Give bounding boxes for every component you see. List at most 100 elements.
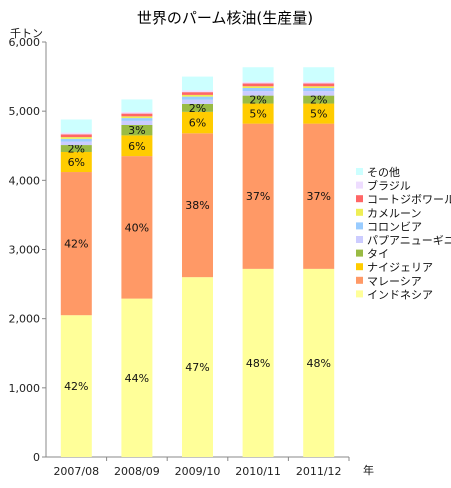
data-label: 2% [249, 94, 266, 107]
bar-segment [60, 145, 92, 152]
bar-segment [121, 113, 153, 117]
data-label: 2% [68, 143, 85, 156]
legend-swatch [356, 181, 363, 189]
y-tick-label: 5,000 [9, 105, 41, 118]
bar-segment [182, 277, 213, 457]
bar-segment [303, 123, 335, 269]
y-tick-label: 0 [33, 451, 40, 464]
x-tick-label: 2007/08 [53, 465, 99, 478]
bar-segment [242, 103, 274, 124]
legend-label: カメルーン [367, 207, 421, 220]
legend-label: パプアニューギニア [367, 234, 451, 247]
bar-segment [303, 83, 335, 87]
bar-segment [303, 81, 335, 84]
bar-segment [60, 132, 92, 135]
bar-segment [182, 94, 213, 97]
bar-segment [121, 120, 153, 125]
legend-swatch [356, 249, 363, 257]
legend-swatch [356, 195, 363, 203]
data-label: 38% [185, 199, 209, 212]
data-label: 6% [68, 156, 85, 169]
bar-segment [303, 87, 335, 92]
bar-segment [121, 135, 153, 157]
legend-swatch [356, 168, 363, 175]
bar-segment [182, 103, 213, 112]
legend-swatch [356, 276, 363, 284]
bar-segment [121, 156, 153, 299]
bar-segment [303, 268, 335, 457]
data-label: 3% [128, 124, 145, 137]
bar-segment [60, 141, 92, 146]
x-tick-label: 2010/11 [235, 465, 281, 478]
bar-segment [121, 111, 153, 114]
y-axis-unit-label: 千トン [10, 27, 43, 40]
data-label: 37% [246, 190, 270, 203]
data-label: 40% [125, 221, 149, 234]
bar-segment [121, 298, 153, 457]
bar-segment [242, 91, 274, 96]
legend-swatch [356, 236, 363, 243]
bar-segment [303, 95, 335, 104]
legend-label: マレーシア [367, 275, 422, 288]
y-tick-label: 6,000 [9, 36, 41, 49]
bar-segment [303, 67, 335, 82]
bar-segment [182, 92, 213, 95]
bar-segment [121, 125, 153, 136]
bar-segment [182, 90, 213, 93]
bar-segment [242, 95, 274, 104]
bar-segment [60, 137, 92, 139]
legend-label: インドネシア [367, 288, 433, 301]
legend-swatch [356, 208, 363, 216]
data-label: 5% [310, 108, 327, 121]
bar-segment [242, 83, 274, 87]
x-tick-label: 2009/10 [175, 465, 221, 478]
data-label: 48% [306, 357, 330, 370]
bar-segment [242, 123, 274, 269]
bar-segment [60, 134, 92, 138]
legend-label: タイ [367, 248, 389, 261]
y-tick-label: 3,000 [9, 244, 41, 257]
legend: その他ブラジルコートジボワールカメルーンコロンビアパプアニューギニアタイナイジェ… [356, 166, 451, 301]
x-axis-unit-label: 年 [363, 463, 374, 477]
data-label: 44% [125, 372, 149, 385]
legend-swatch [356, 263, 363, 271]
legend-label: ナイジェリア [367, 261, 433, 274]
bar-segment [242, 67, 274, 82]
data-label: 42% [64, 380, 88, 393]
chart-title: 世界のパーム核油(生産量) [137, 9, 313, 27]
bar-segment [60, 172, 92, 316]
bar-segment [60, 151, 92, 173]
x-tick-label: 2008/09 [114, 465, 160, 478]
data-label: 6% [189, 117, 206, 130]
bar-segment [182, 111, 213, 134]
bar-segment [303, 91, 335, 96]
legend-label: コートジボワール [367, 193, 451, 206]
bar-segment [242, 86, 274, 88]
data-label: 37% [306, 190, 330, 203]
bar-segment [242, 87, 274, 92]
data-label: 47% [185, 361, 209, 374]
bar-segment [121, 99, 153, 112]
bar-segment [242, 268, 274, 457]
bar-segment [303, 103, 335, 124]
legend-label: その他 [367, 166, 400, 179]
bar-segment [121, 118, 153, 121]
legend-label: コロンビア [367, 220, 422, 233]
y-tick-label: 2,000 [9, 313, 41, 326]
y-tick-label: 1,000 [9, 382, 41, 395]
bar-segment [303, 86, 335, 88]
y-tick-label: 4,000 [9, 174, 41, 187]
legend-swatch [356, 290, 363, 298]
data-label: 2% [189, 102, 206, 115]
bar-segment [182, 96, 213, 100]
bar-segment [242, 81, 274, 84]
data-label: 2% [310, 94, 327, 107]
bar-segment [60, 138, 92, 142]
legend-swatch [356, 222, 363, 230]
bars: 42%42%6%2%44%40%6%3%47%38%6%2%48%37%5%2%… [60, 67, 335, 457]
bar-segment [182, 99, 213, 104]
data-label: 6% [128, 140, 145, 153]
bar-segment [121, 116, 153, 119]
data-label: 42% [64, 238, 88, 251]
